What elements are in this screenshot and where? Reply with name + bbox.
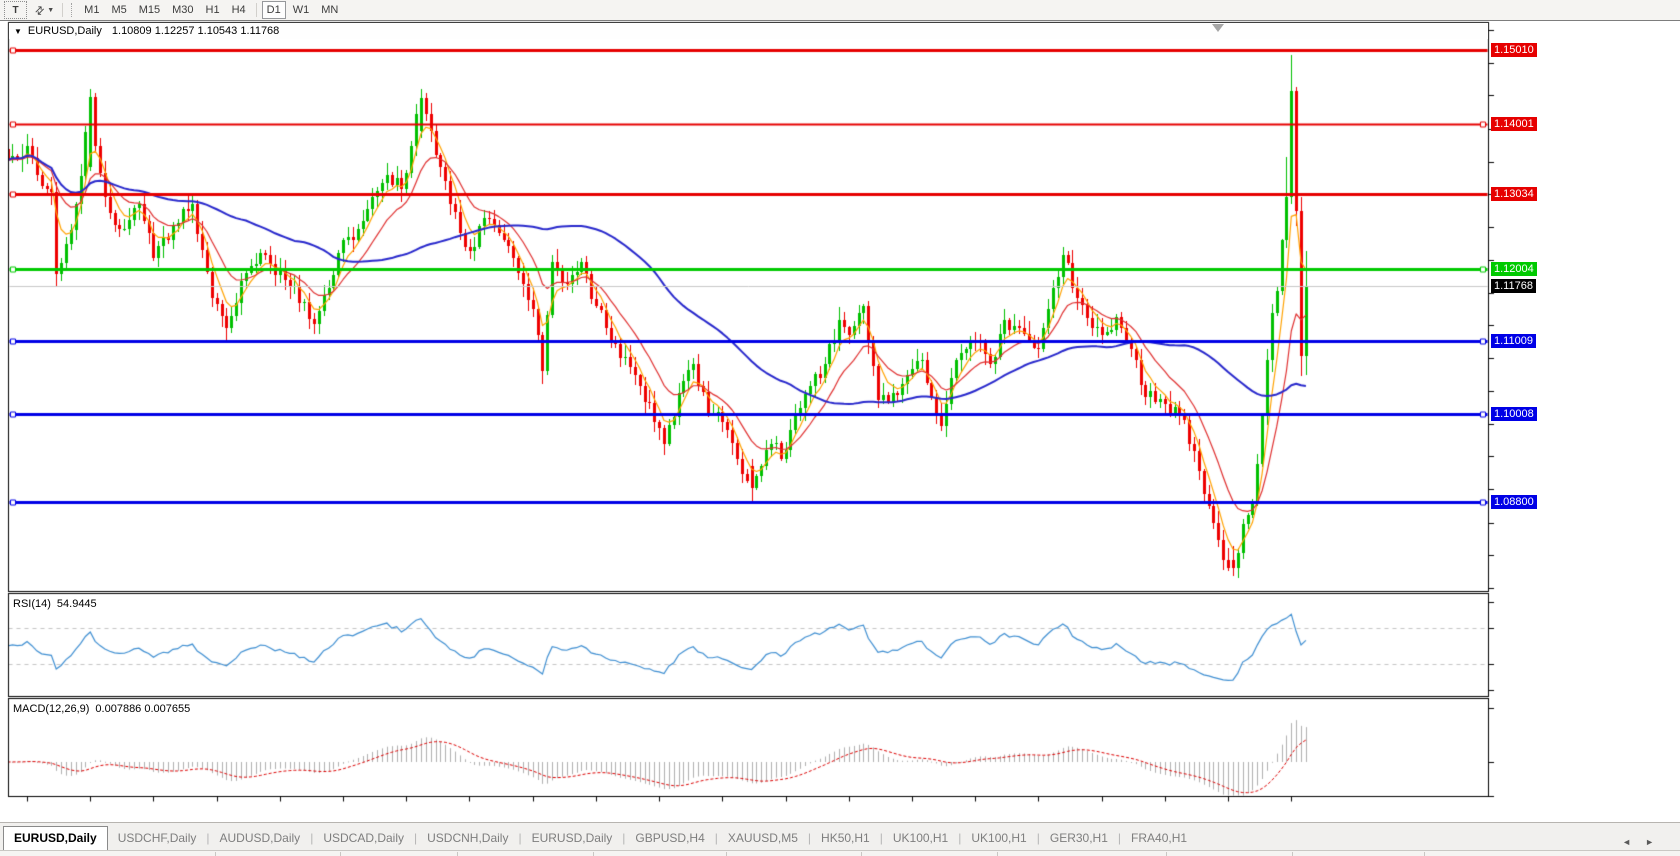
tab-separator: | [518,831,522,845]
timeframe-button-M15[interactable]: M15 [138,4,161,16]
tab-separator: | [714,831,718,845]
macd-indicator-name: MACD(12,26,9) [13,703,90,715]
timeframe-button-M5[interactable]: M5 [111,4,127,16]
timeframe-button-W1[interactable]: W1 [292,4,310,16]
chart-tabs: EURUSD,Daily USDCHF,Daily | AUDUSD,Daily | US… [3,826,1197,850]
timeframe-button-M30[interactable]: M30 [172,4,194,16]
rsi-pane-label: RSI(14) 54.9445 [13,598,97,610]
arrows-tool-dropdown-button[interactable]: ⇄ ▼ [31,1,58,19]
tab-separator: | [310,831,314,845]
rsi-indicator-value: 54.9445 [56,598,97,610]
chart-ohlc-values: 1.10809 1.12257 1.10543 1.11768 [111,25,280,37]
price-level-badge: 1.14001 [1491,117,1537,131]
chart-shift-marker-icon[interactable] [1212,24,1224,32]
chart-tab-xauusd-m5[interactable]: XAUUSD,M5 [727,831,798,845]
chart-tab-eurusd-daily[interactable]: EURUSD,Daily [3,826,108,850]
macd-indicator-values: 0.007886 0.007655 [95,703,191,715]
status-cell-divider [593,852,594,856]
top-toolbar: T ⇄ ▼ M1 M5 M15 M30 H1 H4 D1 W1 MN [0,0,1680,21]
chart-tab-usdchf-daily[interactable]: USDCHF,Daily [117,831,197,845]
price-level-badge: 1.12004 [1491,262,1537,276]
price-level-badge: 1.08800 [1491,495,1537,509]
tab-scroll-nav: ◄ ► [1622,837,1654,847]
tab-scroll-right-icon[interactable]: ► [1645,837,1654,847]
collapse-triangle-icon[interactable]: ▼ [14,26,22,36]
chart-symbol-label: EURUSD,Daily [27,25,102,37]
chart-tab-gbpusd-h4[interactable]: GBPUSD,H4 [635,831,705,845]
status-bar [0,850,1680,856]
toolbar-separator [62,3,64,17]
chevron-down-icon: ▼ [47,6,55,14]
tab-separator: | [1117,831,1122,845]
chart-tab-ger30-h1[interactable]: GER30,H1 [1049,831,1108,845]
timeframe-toolbar: M1 M5 M15 M30 H1 H4 D1 W1 MN [78,1,344,19]
text-label-tool-button[interactable]: T [4,1,27,19]
toolbar-separator [255,3,257,17]
chart-tabs-bar: EURUSD,Daily USDCHF,Daily | AUDUSD,Daily | US… [0,822,1680,850]
timeframe-button-MN[interactable]: MN [321,4,339,16]
status-cell-divider [340,852,341,856]
macd-pane-label: MACD(12,26,9) 0.007886 0.007655 [13,703,190,715]
price-level-badge: 1.11009 [1491,334,1536,348]
tab-separator: | [414,831,418,845]
status-cell-divider [861,852,862,856]
status-cell-divider [1424,852,1425,856]
toolbar-grip [71,3,74,17]
tab-separator: | [807,831,812,845]
chart-title-bar: ▼ EURUSD,Daily 1.10809 1.12257 1.10543 1… [9,23,1488,39]
chart-tab-usdcnh-daily[interactable]: USDCNH,Daily [427,831,509,845]
chart-tab-usdcad-daily[interactable]: USDCAD,Daily [323,831,404,845]
current-price-badge: 1.11768 [1491,279,1536,293]
chart-tab-audusd-daily[interactable]: AUDUSD,Daily [219,831,301,845]
chart-tab-eurusd-daily[interactable]: EURUSD,Daily [531,831,613,845]
status-cell-divider [215,852,216,856]
tab-scroll-left-icon[interactable]: ◄ [1622,837,1632,847]
arrows-tool-icon: ⇄ [32,2,48,18]
status-cell-divider [1166,852,1167,856]
price-level-badge: 1.13034 [1491,187,1537,201]
tab-separator: | [1036,831,1040,845]
status-cell-divider [997,852,998,856]
timeframe-button-D1[interactable]: D1 [261,1,286,19]
tab-separator: | [879,831,883,845]
timeframe-button-M1[interactable]: M1 [84,4,100,16]
status-cell-divider [457,852,458,856]
tab-separator: | [958,831,962,845]
status-cell-divider [726,852,727,856]
price-level-badge: 1.15010 [1491,43,1537,57]
chart-tab-hk50-h1[interactable]: HK50,H1 [821,831,870,845]
tab-separator: | [206,831,210,845]
chart-tab-fra40-h1[interactable]: FRA40,H1 [1131,831,1188,845]
timeframe-button-H1[interactable]: H1 [205,4,220,16]
chart-tab-uk100-h1[interactable]: UK100,H1 [892,831,949,845]
tab-separator: | [622,831,626,845]
rsi-indicator-name: RSI(14) [13,598,51,610]
timeframe-button-H4[interactable]: H4 [231,4,246,16]
price-level-badge: 1.10008 [1491,407,1537,421]
chart-tab-uk100-h1[interactable]: UK100,H1 [971,831,1027,845]
status-cell-divider [1292,852,1293,856]
